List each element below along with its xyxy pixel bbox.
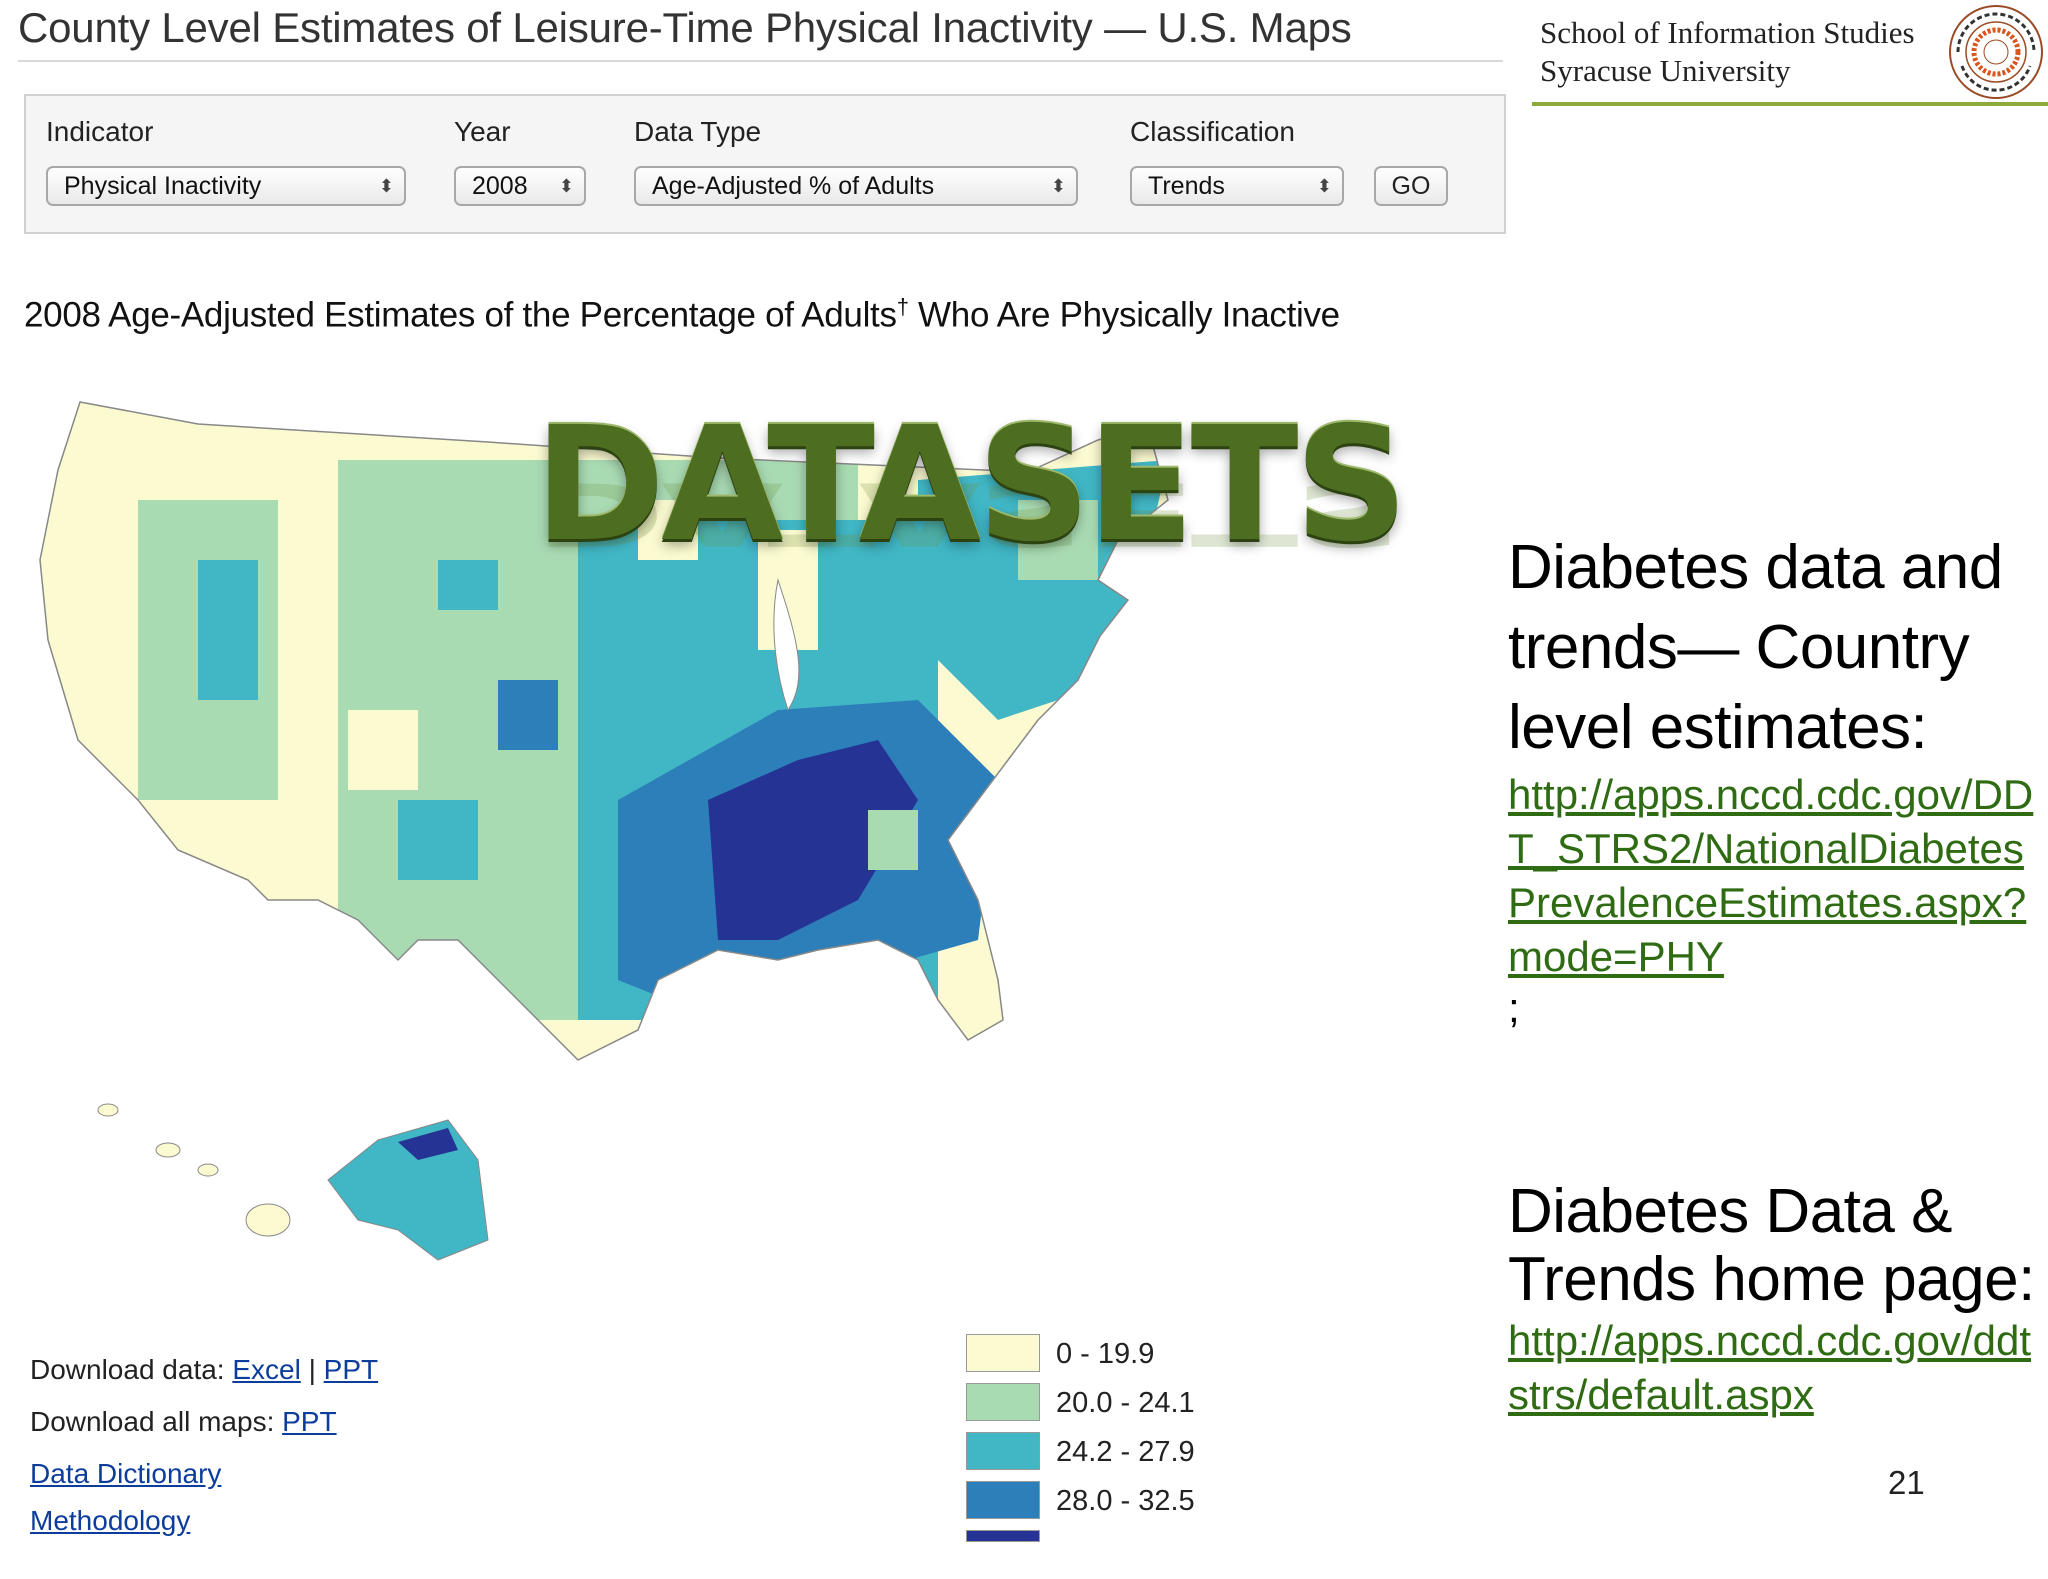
up-down-arrows-icon: ⬍ <box>378 176 394 196</box>
legend-swatch <box>966 1481 1040 1519</box>
brand-university: Syracuse University <box>1540 53 1791 88</box>
us-county-map <box>39 401 1169 1261</box>
downloads-panel: Download data: Excel | PPT Download all … <box>30 1350 378 1550</box>
go-button[interactable]: GO <box>1374 166 1448 206</box>
download-data-label: Download data: <box>30 1354 225 1385</box>
classification-value: Trends <box>1148 172 1225 200</box>
map-title: 2008 Age-Adjusted Estimates of the Perce… <box>24 294 1340 336</box>
title-divider <box>18 60 1503 62</box>
classification-label: Classification <box>1130 116 1295 147</box>
download-data-row: Download data: Excel | PPT <box>30 1350 378 1402</box>
excel-link[interactable]: Excel <box>232 1354 301 1385</box>
year-label: Year <box>454 116 511 147</box>
map-title-footnote-mark: † <box>896 294 909 319</box>
up-down-arrows-icon: ⬍ <box>1050 176 1066 196</box>
brand-accent-rule <box>1532 102 2048 106</box>
text-block-country-estimates: Diabetes data and trends— Country level … <box>1508 528 2048 1032</box>
home-page-link[interactable]: http://apps.nccd.cdc.gov/ddtstrs/default… <box>1508 1317 2031 1418</box>
legend-label: 28.0 - 32.5 <box>1056 1485 1195 1517</box>
block1-semicolon: ; <box>1508 984 1520 1031</box>
legend-label: 0 - 19.9 <box>1056 1338 1155 1370</box>
data-type-select[interactable]: Age-Adjusted % of Adults ⬍ <box>634 166 1078 206</box>
indicator-select[interactable]: Physical Inactivity ⬍ <box>46 166 406 206</box>
maps-ppt-link[interactable]: PPT <box>282 1406 337 1437</box>
legend-label: 24.2 - 27.9 <box>1056 1436 1195 1468</box>
slide-heading: DATASETS <box>534 393 1408 577</box>
brand-text: School of Information Studies Syracuse U… <box>1540 14 1915 90</box>
up-down-arrows-icon: ⬍ <box>1316 176 1332 196</box>
brand-header: School of Information Studies Syracuse U… <box>1532 0 2048 106</box>
brand-school: School of Information Studies <box>1540 15 1915 50</box>
block1-text: Diabetes data and trends— Country level … <box>1508 533 2003 762</box>
legend-swatch <box>966 1383 1040 1421</box>
filter-panel: Indicator Physical Inactivity ⬍ Year 200… <box>24 94 1506 234</box>
legend-swatch <box>966 1432 1040 1470</box>
methodology-row: Methodology <box>30 1506 378 1550</box>
indicator-label: Indicator <box>46 116 154 147</box>
classification-select[interactable]: Trends ⬍ <box>1130 166 1344 206</box>
data-type-label: Data Type <box>634 116 762 147</box>
country-estimates-link[interactable]: http://apps.nccd.cdc.gov/DDT_STRS2/Natio… <box>1508 771 2034 980</box>
methodology-link[interactable]: Methodology <box>30 1505 191 1536</box>
legend-swatch <box>966 1530 1040 1542</box>
download-maps-label: Download all maps: <box>30 1406 275 1437</box>
legend-label: 20.0 - 24.1 <box>1056 1387 1195 1419</box>
ppt-link[interactable]: PPT <box>323 1354 379 1385</box>
university-seal-icon <box>1949 5 2043 99</box>
year-select[interactable]: 2008 ⬍ <box>454 166 586 206</box>
data-type-value: Age-Adjusted % of Adults <box>652 172 935 200</box>
page-title: County Level Estimates of Leisure-Time P… <box>18 4 1352 51</box>
text-block-home-page: Diabetes Data & Trends home page: http:/… <box>1508 1178 2048 1422</box>
indicator-value: Physical Inactivity <box>64 172 262 200</box>
year-value: 2008 <box>472 172 528 200</box>
block2-text: Diabetes Data & Trends home page: <box>1508 1177 2035 1314</box>
map-title-suffix: Who Are Physically Inactive <box>908 295 1340 335</box>
data-dictionary-row: Data Dictionary <box>30 1454 378 1506</box>
page-number: 21 <box>1888 1464 1925 1501</box>
download-maps-row: Download all maps: PPT <box>30 1402 378 1454</box>
map-title-text: 2008 Age-Adjusted Estimates of the Perce… <box>24 295 897 335</box>
download-separator: | <box>308 1354 316 1385</box>
up-down-arrows-icon: ⬍ <box>558 176 574 196</box>
legend-swatch <box>966 1334 1040 1372</box>
data-dictionary-link[interactable]: Data Dictionary <box>30 1458 222 1489</box>
